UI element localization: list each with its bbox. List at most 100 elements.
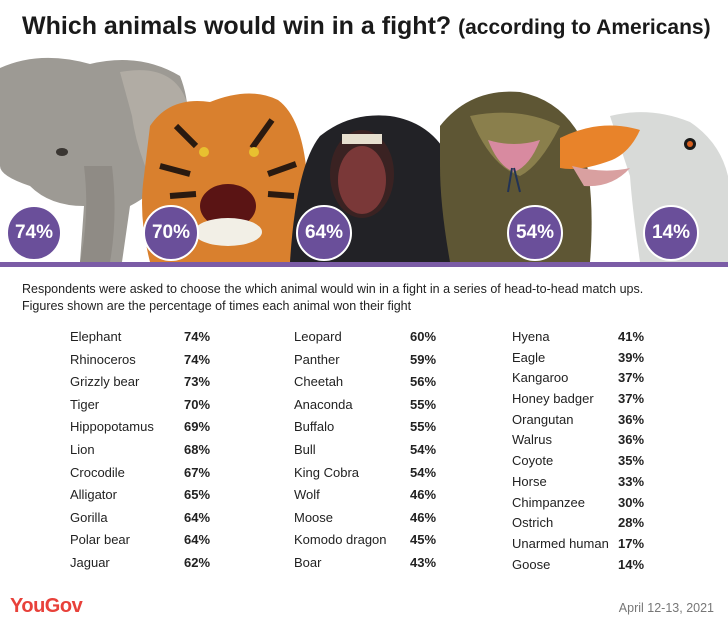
animal-name: Goose <box>512 556 551 572</box>
animal-name: Panther <box>294 351 340 367</box>
win-percentage: 45% <box>410 532 437 548</box>
animal-banner-illustration <box>0 56 728 262</box>
title-subtitle: (according to Americans) <box>458 16 711 39</box>
tiger-percent-badge: 70% <box>143 205 199 261</box>
gorilla-percent-badge: 64% <box>296 205 352 261</box>
win-percentage: 59% <box>410 351 437 367</box>
cobra-percent-badge: 54% <box>507 205 563 261</box>
goose-percent-badge: 14% <box>643 205 699 261</box>
elephant-percent-badge: 74% <box>6 205 62 261</box>
animal-name: Jaguar <box>70 554 110 570</box>
result-row: Komodo dragon 45% <box>294 532 444 555</box>
win-percentage: 54% <box>410 441 437 457</box>
results-column-2: Leopard 60% Panther 59% Cheetah 56% Anaconda 55… <box>294 329 444 578</box>
animal-name: Anaconda <box>294 396 353 412</box>
animal-name: Polar bear <box>70 532 130 548</box>
animal-name: Ostrich <box>512 515 554 531</box>
animal-name: Gorilla <box>70 509 108 525</box>
results-column-1: Elephant 74% Rhinoceros 74% Grizzly bear 73% T… <box>70 329 220 578</box>
animal-name: Tiger <box>70 396 100 412</box>
result-row: Gorilla 64% <box>70 510 220 533</box>
win-percentage: 54% <box>410 464 437 480</box>
result-row: King Cobra 54% <box>294 465 444 488</box>
result-row: Ostrich 28% <box>512 515 662 536</box>
win-percentage: 33% <box>618 473 645 489</box>
animal-name: Eagle <box>512 349 546 365</box>
result-row: Panther 59% <box>294 352 444 375</box>
win-percentage: 67% <box>184 464 211 480</box>
result-row: Alligator 65% <box>70 487 220 510</box>
win-percentage: 37% <box>618 391 645 407</box>
yougov-logo: YouGov <box>10 595 83 617</box>
result-row: Polar bear 64% <box>70 532 220 555</box>
win-percentage: 30% <box>618 494 645 510</box>
result-row: Rhinoceros 74% <box>70 352 220 375</box>
animal-name: Hippopotamus <box>70 419 154 435</box>
animal-name: Boar <box>294 554 322 570</box>
animal-name: King Cobra <box>294 464 360 480</box>
animal-name: Orangutan <box>512 411 574 427</box>
animal-name: Moose <box>294 509 334 525</box>
animal-name: Wolf <box>294 487 320 503</box>
result-row: Buffalo 55% <box>294 419 444 442</box>
win-percentage: 73% <box>184 374 211 390</box>
result-row: Boar 43% <box>294 555 444 578</box>
result-row: Jaguar 62% <box>70 555 220 578</box>
win-percentage: 55% <box>410 396 437 412</box>
win-percentage: 56% <box>410 374 437 390</box>
animal-name: Walrus <box>512 432 552 448</box>
goose-image <box>560 112 728 262</box>
result-row: Anaconda 55% <box>294 397 444 420</box>
win-percentage: 65% <box>184 487 211 503</box>
result-row: Unarmed human 17% <box>512 536 662 557</box>
win-percentage: 68% <box>184 441 211 457</box>
win-percentage: 41% <box>618 329 645 344</box>
result-row: Lion 68% <box>70 442 220 465</box>
page-title: Which animals would win in a fight? (acc… <box>22 12 711 41</box>
win-percentage: 39% <box>618 349 645 365</box>
win-percentage: 35% <box>618 453 645 469</box>
animal-name: Elephant <box>70 329 122 344</box>
animal-name: Leopard <box>294 329 342 344</box>
win-percentage: 37% <box>618 370 645 386</box>
win-percentage: 17% <box>618 535 645 551</box>
animal-name: Cheetah <box>294 374 344 390</box>
result-row: Cheetah 56% <box>294 374 444 397</box>
win-percentage: 46% <box>410 509 437 525</box>
survey-date: April 12-13, 2021 <box>618 601 714 615</box>
result-row: Honey badger 37% <box>512 391 662 412</box>
animal-name: Chimpanzee <box>512 494 585 510</box>
animal-name: Honey badger <box>512 391 594 407</box>
animal-name: Buffalo <box>294 419 335 435</box>
result-row: Chimpanzee 30% <box>512 495 662 516</box>
description-line-1: Respondents were asked to choose the whi… <box>22 282 644 296</box>
result-row: Wolf 46% <box>294 487 444 510</box>
animal-name: Komodo dragon <box>294 532 387 548</box>
result-row: Moose 46% <box>294 510 444 533</box>
result-row: Walrus 36% <box>512 432 662 453</box>
win-percentage: 74% <box>184 351 211 367</box>
result-row: Coyote 35% <box>512 453 662 474</box>
animal-name: Kangaroo <box>512 370 569 386</box>
win-percentage: 36% <box>618 411 645 427</box>
result-row: Goose 14% <box>512 557 662 578</box>
accent-bar <box>0 262 728 267</box>
animal-name: Alligator <box>70 487 117 503</box>
animal-name: Unarmed human <box>512 535 609 551</box>
animal-name: Crocodile <box>70 464 125 480</box>
result-row: Grizzly bear 73% <box>70 374 220 397</box>
survey-description: Respondents were asked to choose the whi… <box>22 281 712 315</box>
result-row: Bull 54% <box>294 442 444 465</box>
result-row: Elephant 74% <box>70 329 220 352</box>
results-column-3: Hyena 41% Eagle 39% Kangaroo 37% Honey badger 3… <box>512 329 662 577</box>
win-percentage: 36% <box>618 432 645 448</box>
animal-name: Lion <box>70 441 95 457</box>
animal-banner <box>0 56 728 262</box>
win-percentage: 64% <box>184 509 211 525</box>
win-percentage: 69% <box>184 419 211 435</box>
result-row: Hyena 41% <box>512 329 662 350</box>
result-row: Kangaroo 37% <box>512 370 662 391</box>
win-percentage: 43% <box>410 554 437 570</box>
win-percentage: 60% <box>410 329 437 344</box>
animal-name: Grizzly bear <box>70 374 140 390</box>
